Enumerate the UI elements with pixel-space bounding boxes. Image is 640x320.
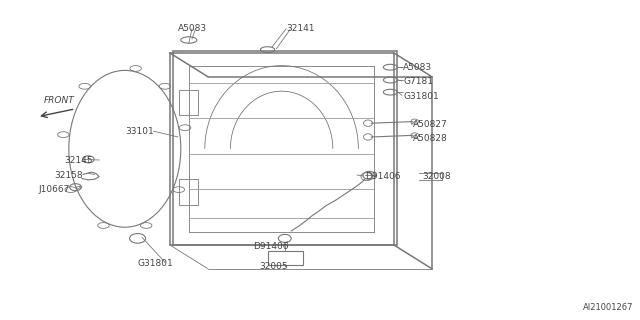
Text: AI21001267: AI21001267 [583,303,634,312]
Text: G31801: G31801 [138,259,173,268]
Text: D91406: D91406 [253,242,288,251]
Text: G7181: G7181 [403,77,433,86]
Text: J10667: J10667 [38,185,70,194]
Text: 32158: 32158 [54,171,83,180]
Text: G31801: G31801 [403,92,439,100]
Text: A50827: A50827 [413,120,447,129]
Text: 32005: 32005 [259,262,288,271]
Text: FRONT: FRONT [44,96,74,105]
Text: 32141: 32141 [287,24,316,33]
Text: A5083: A5083 [403,63,433,72]
Text: 33101: 33101 [125,127,154,136]
Text: A50828: A50828 [413,134,447,143]
Text: D91406: D91406 [365,172,400,181]
Text: 32008: 32008 [422,172,451,181]
Text: A5083: A5083 [177,24,207,33]
Text: 32145: 32145 [64,156,93,164]
